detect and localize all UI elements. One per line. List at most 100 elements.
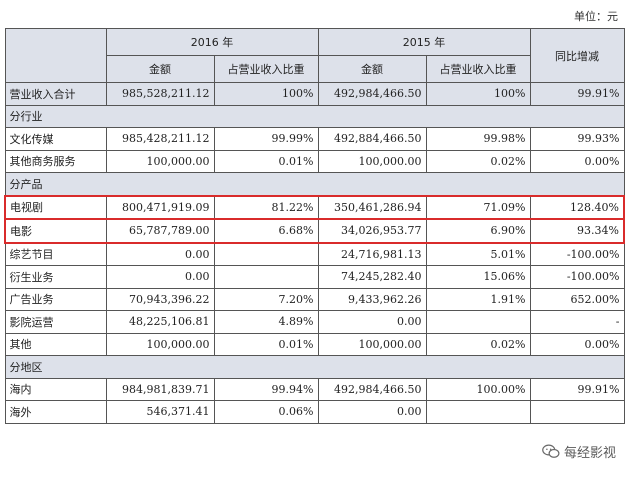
section-label: 分产品 — [4, 172, 625, 196]
row-label: 海外 — [4, 400, 107, 424]
amount-2015: 492,984,466.50 — [317, 82, 427, 106]
yoy-change: 128.40% — [529, 194, 625, 220]
header-year-2016: 2016 年 — [105, 28, 319, 56]
amount-2016: 100,000.00 — [105, 149, 215, 173]
amount-2016: 100,000.00 — [105, 332, 215, 356]
section-label: 分地区 — [4, 355, 625, 379]
table-row: 广告业务 70,943,396.22 7.20% 9,433,962.26 1.… — [4, 287, 625, 311]
share-2015: 0.02% — [425, 332, 531, 356]
header-yoy: 同比增减 — [529, 28, 625, 83]
share-2015: 100% — [425, 82, 531, 106]
share-2015 — [425, 400, 531, 424]
share-2015: 0.02% — [425, 149, 531, 173]
revenue-table: 2016 年 2015 年 同比增减 金额 占营业收入比重 金额 占营业收入比重… — [4, 28, 625, 424]
table-row: 其他商务服务 100,000.00 0.01% 100,000.00 0.02%… — [4, 149, 625, 173]
amount-2015: 34,026,953.77 — [317, 218, 427, 244]
watermark-text: 每经影视 — [563, 446, 616, 461]
row-label: 营业收入合计 — [4, 82, 107, 106]
amount-2015: 100,000.00 — [317, 332, 427, 356]
amount-2015: 74,245,282.40 — [317, 265, 427, 289]
share-2016: 0.01% — [213, 149, 319, 173]
row-label: 其他商务服务 — [4, 149, 107, 173]
amount-2015: 0.00 — [317, 310, 427, 334]
table-row: 影院运营 48,225,106.81 4.89% 0.00 - — [4, 310, 625, 334]
share-2015: 100.00% — [425, 377, 531, 401]
share-2016 — [213, 265, 319, 289]
yoy-change: - — [529, 310, 625, 334]
amount-2016: 800,471,919.09 — [105, 194, 215, 220]
row-label: 影院运营 — [4, 310, 107, 334]
yoy-change: -100.00% — [529, 265, 625, 289]
share-2016 — [213, 242, 319, 266]
table-row: 其他 100,000.00 0.01% 100,000.00 0.02% 0.0… — [4, 332, 625, 356]
unit-label: 单位：元 — [574, 10, 618, 23]
amount-2016: 985,528,211.12 — [105, 82, 215, 106]
amount-2016: 985,428,211.12 — [105, 127, 215, 151]
table-row: 衍生业务 0.00 74,245,282.40 15.06% -100.00% — [4, 265, 625, 289]
yoy-change: 652.00% — [529, 287, 625, 311]
row-label: 电视剧 — [4, 194, 107, 220]
yoy-change: 0.00% — [529, 332, 625, 356]
row-label: 海内 — [4, 377, 107, 401]
section-row-industry: 分行业 — [4, 104, 625, 128]
table-row: 文化传媒 985,428,211.12 99.99% 492,884,466.5… — [4, 127, 625, 151]
header-amount-2016: 金额 — [105, 55, 215, 83]
amount-2016: 0.00 — [105, 265, 215, 289]
row-label: 衍生业务 — [4, 265, 107, 289]
share-2016: 99.94% — [213, 377, 319, 401]
wechat-icon — [542, 444, 560, 458]
amount-2016: 65,787,789.00 — [105, 218, 215, 244]
yoy-change: -100.00% — [529, 242, 625, 266]
share-2015: 71.09% — [425, 194, 531, 220]
header-row-columns: 金额 占营业收入比重 金额 占营业收入比重 — [5, 55, 624, 83]
section-row-product: 分产品 — [4, 172, 625, 196]
amount-2015: 492,884,466.50 — [317, 127, 427, 151]
share-2016: 0.06% — [213, 400, 319, 424]
table-row: 海内 984,981,839.71 99.94% 492,984,466.50 … — [4, 377, 625, 401]
share-2015: 5.01% — [425, 242, 531, 266]
yoy-change: 99.91% — [529, 377, 625, 401]
table-row-highlighted: 电视剧 800,471,919.09 81.22% 350,461,286.94… — [4, 194, 625, 220]
total-row: 营业收入合计 985,528,211.12 100% 492,984,466.5… — [4, 82, 625, 106]
amount-2015: 350,461,286.94 — [317, 194, 427, 220]
watermark: 每经影视 — [542, 442, 616, 461]
header-row-years: 2016 年 2015 年 同比增减 — [4, 28, 625, 83]
yoy-change: 93.34% — [529, 218, 625, 244]
yoy-change — [529, 400, 625, 424]
amount-2015: 0.00 — [317, 400, 427, 424]
amount-2016: 70,943,396.22 — [105, 287, 215, 311]
share-2016: 0.01% — [213, 332, 319, 356]
share-2015 — [425, 310, 531, 334]
table-row-highlighted: 电影 65,787,789.00 6.68% 34,026,953.77 6.9… — [4, 218, 625, 244]
header-year-2015: 2015 年 — [317, 28, 531, 56]
row-label: 文化传媒 — [4, 127, 107, 151]
share-2016: 81.22% — [213, 194, 319, 220]
amount-2015: 492,984,466.50 — [317, 377, 427, 401]
share-2016: 7.20% — [213, 287, 319, 311]
row-label: 综艺节目 — [4, 242, 107, 266]
share-2015: 99.98% — [425, 127, 531, 151]
header-blank — [4, 28, 107, 83]
header-share-2016: 占营业收入比重 — [213, 55, 319, 83]
amount-2015: 24,716,981.13 — [317, 242, 427, 266]
share-2015: 15.06% — [425, 265, 531, 289]
table-row: 海外 546,371.41 0.06% 0.00 — [4, 400, 625, 424]
amount-2016: 0.00 — [105, 242, 215, 266]
share-2016: 4.89% — [213, 310, 319, 334]
share-2016: 99.99% — [213, 127, 319, 151]
yoy-change: 0.00% — [529, 149, 625, 173]
amount-2016: 546,371.41 — [105, 400, 215, 424]
amount-2016: 984,981,839.71 — [105, 377, 215, 401]
share-2015: 1.91% — [425, 287, 531, 311]
share-2015: 6.90% — [425, 218, 531, 244]
amount-2015: 100,000.00 — [317, 149, 427, 173]
row-label: 其他 — [4, 332, 107, 356]
share-2016: 6.68% — [213, 218, 319, 244]
section-label: 分行业 — [4, 104, 625, 128]
yoy-change: 99.93% — [529, 127, 625, 151]
yoy-change: 99.91% — [529, 82, 625, 106]
row-label: 广告业务 — [4, 287, 107, 311]
amount-2016: 48,225,106.81 — [105, 310, 215, 334]
section-row-region: 分地区 — [4, 355, 625, 379]
amount-2015: 9,433,962.26 — [317, 287, 427, 311]
